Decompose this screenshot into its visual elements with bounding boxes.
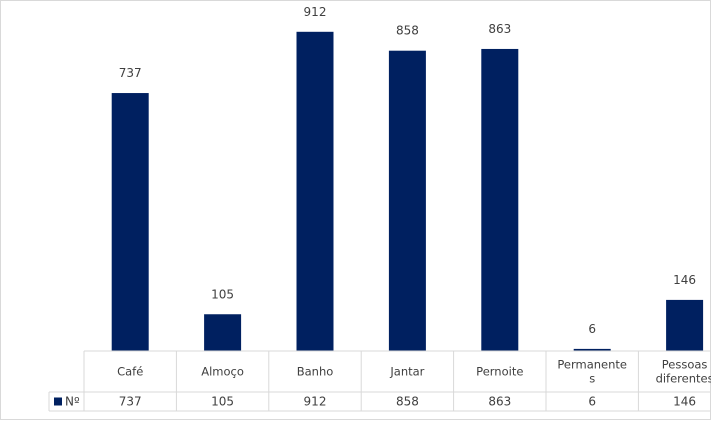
bar [388,50,426,351]
category-label: Café [117,365,143,379]
category-label: Jantar [389,365,424,379]
bar [296,31,334,352]
bar-value-label: 863 [488,22,511,36]
table-value: 6 [588,395,596,409]
table-value: 737 [119,395,142,409]
bar [204,314,242,351]
bar [666,299,704,351]
table-value: 863 [488,395,511,409]
bar-value-label: 6 [588,322,596,336]
category-label: Pessoas diferentes [656,358,711,386]
category-label: Banho [297,365,334,379]
bar-value-label: 912 [304,5,327,19]
bar-value-label: 146 [673,273,696,287]
bar-value-label: 858 [396,24,419,38]
bar [481,48,519,351]
bar-value-label: 105 [211,287,234,301]
category-label: Pernoite [476,365,523,379]
bar [111,93,149,352]
table-value: 146 [673,395,696,409]
legend-swatch [54,397,62,406]
table-value: 912 [304,395,327,409]
bar [573,348,611,351]
table-value: 105 [211,395,234,409]
legend-label: Nº [65,395,80,409]
category-label: Permanente s [557,358,627,386]
bar-value-label: 737 [119,66,142,80]
category-label: Almoço [201,365,244,379]
table-value: 858 [396,395,419,409]
